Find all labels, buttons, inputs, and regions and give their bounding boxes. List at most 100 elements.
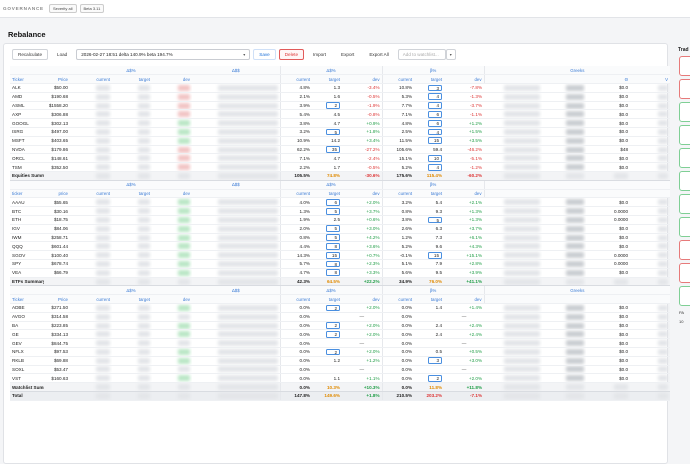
delta-target-cell[interactable]: 8	[312, 241, 343, 252]
col-dev[interactable]: dev	[152, 294, 193, 305]
delta-target-cell[interactable]: 5	[312, 206, 343, 217]
beta-target-cell[interactable]: 2.4	[414, 329, 445, 340]
col-dev[interactable]: dev	[152, 189, 193, 199]
beta-target-cell[interactable]: 9.3	[414, 206, 445, 217]
col-dev[interactable]: dev	[342, 74, 383, 85]
severity-filter-chip[interactable]: Severity all	[48, 4, 77, 13]
col-target[interactable]: target	[312, 294, 343, 305]
portfolio-select[interactable]: 2026-02-27 18:51 delta 140.9% beta 194.7…	[76, 49, 251, 60]
col-current[interactable]: current	[279, 189, 313, 199]
delta-target-cell[interactable]: 1.2	[312, 356, 343, 366]
col-current[interactable]: current	[70, 74, 112, 85]
col-ticker[interactable]: Ticker	[10, 74, 44, 85]
delta-target-cell[interactable]: 1.3	[312, 83, 343, 93]
delta-target-cell[interactable]: 5	[312, 224, 343, 234]
import-button[interactable]: Import	[307, 49, 333, 60]
beta-target-cell[interactable]: 4	[414, 101, 445, 111]
trade-card[interactable]	[679, 56, 690, 76]
beta-target-cell[interactable]: 5	[414, 215, 445, 225]
col-current[interactable]: current	[70, 189, 112, 199]
col-target[interactable]: target	[312, 189, 343, 199]
watchlist-input[interactable]: Add to watchlist...	[397, 49, 446, 60]
col-dev[interactable]: dev	[342, 189, 383, 199]
col-vega[interactable]: V	[630, 74, 671, 85]
beta-target-cell[interactable]: 0.5	[414, 347, 445, 357]
delta-target-cell[interactable]: 5	[312, 233, 343, 243]
col-current[interactable]: current	[279, 74, 313, 85]
beta-target-cell[interactable]: 6	[414, 118, 445, 129]
trade-card[interactable]	[679, 240, 690, 260]
delta-target-cell[interactable]: 2	[312, 101, 343, 111]
save-button[interactable]: Save	[253, 49, 276, 60]
delta-target-cell[interactable]: 1.6	[312, 92, 343, 102]
beta-target-cell[interactable]: 2.4	[414, 321, 445, 331]
trade-card[interactable]	[679, 148, 690, 168]
col-target[interactable]: target	[414, 74, 445, 85]
beta-target-cell[interactable]: 1.4	[414, 303, 445, 313]
beta-chip[interactable]: Beta 3.11	[79, 4, 105, 13]
col-dev[interactable]: dev	[444, 74, 485, 85]
load-button[interactable]: Load	[51, 49, 74, 60]
col-dev[interactable]: dev	[342, 294, 383, 305]
delta-target-cell[interactable]	[312, 365, 343, 375]
delta-target-cell[interactable]: 15	[312, 250, 343, 261]
beta-target-cell[interactable]: 3	[414, 83, 445, 93]
col-target[interactable]: target	[414, 294, 445, 305]
trade-card[interactable]	[679, 171, 690, 191]
col-theta[interactable]: Θ	[586, 74, 631, 85]
beta-target-cell[interactable]: 15	[414, 250, 445, 261]
trade-card[interactable]	[679, 102, 690, 122]
delta-target-cell[interactable]: 2	[312, 347, 343, 357]
trade-card[interactable]	[679, 194, 690, 214]
delta-target-cell[interactable]: 14.2	[312, 136, 343, 146]
beta-target-cell[interactable]	[414, 338, 445, 348]
delta-target-cell[interactable]: 8	[312, 268, 343, 278]
recalculate-button[interactable]: Recalculate	[12, 49, 49, 60]
trade-card[interactable]	[679, 217, 690, 237]
delta-target-cell[interactable]: 1.7	[312, 162, 343, 173]
beta-target-cell[interactable]: 3	[414, 356, 445, 366]
col-price[interactable]: price	[44, 189, 70, 199]
beta-target-cell[interactable]: 2	[414, 373, 445, 384]
delta-target-cell[interactable]	[312, 312, 343, 322]
trade-card[interactable]	[679, 286, 690, 306]
export-button[interactable]: Export	[335, 49, 361, 60]
col-dev[interactable]: dev	[444, 294, 485, 305]
beta-target-cell[interactable]: 59.4	[414, 145, 445, 155]
beta-target-cell[interactable]: 4	[414, 127, 445, 137]
col-current[interactable]: current	[381, 74, 415, 85]
trade-card[interactable]	[679, 263, 690, 283]
delta-target-cell[interactable]: 2	[312, 303, 343, 313]
delta-target-cell[interactable]: 2.5	[312, 215, 343, 225]
beta-target-cell[interactable]	[414, 365, 445, 375]
col-dev[interactable]: dev	[152, 74, 193, 85]
col-target[interactable]: target	[312, 74, 343, 85]
col-ticker[interactable]: ticker	[10, 189, 44, 199]
trade-card[interactable]	[679, 125, 690, 145]
col-target[interactable]: target	[414, 189, 445, 199]
col-ticker[interactable]: Ticker	[10, 294, 44, 305]
col-target[interactable]: target	[112, 294, 152, 305]
beta-target-cell[interactable]: 4	[414, 162, 445, 173]
beta-target-cell[interactable]: 5.4	[414, 197, 445, 208]
delta-target-cell[interactable]: 4.7	[312, 153, 343, 164]
col-current[interactable]: current	[279, 294, 313, 305]
delta-target-cell[interactable]: 6	[312, 197, 343, 208]
beta-target-cell[interactable]: 9.6	[414, 241, 445, 252]
beta-target-cell[interactable]	[414, 312, 445, 322]
beta-target-cell[interactable]: 10	[414, 153, 445, 164]
delta-target-cell[interactable]: 5	[312, 127, 343, 137]
col-target[interactable]: target	[112, 74, 152, 85]
beta-target-cell[interactable]: 6	[414, 109, 445, 120]
delta-target-cell[interactable]: 1.1	[312, 373, 343, 384]
export-all-button[interactable]: Export All	[363, 49, 395, 60]
beta-target-cell[interactable]: 7.9	[414, 259, 445, 269]
beta-target-cell[interactable]: 9.5	[414, 268, 445, 278]
delta-target-cell[interactable]: 2	[312, 329, 343, 340]
col-dev[interactable]: dev	[444, 189, 485, 199]
beta-target-cell[interactable]: 7.3	[414, 233, 445, 243]
delta-target-cell[interactable]: 4.7	[312, 118, 343, 129]
col-target[interactable]: target	[112, 189, 152, 199]
col-current[interactable]: current	[381, 294, 415, 305]
trade-card[interactable]	[679, 79, 690, 99]
